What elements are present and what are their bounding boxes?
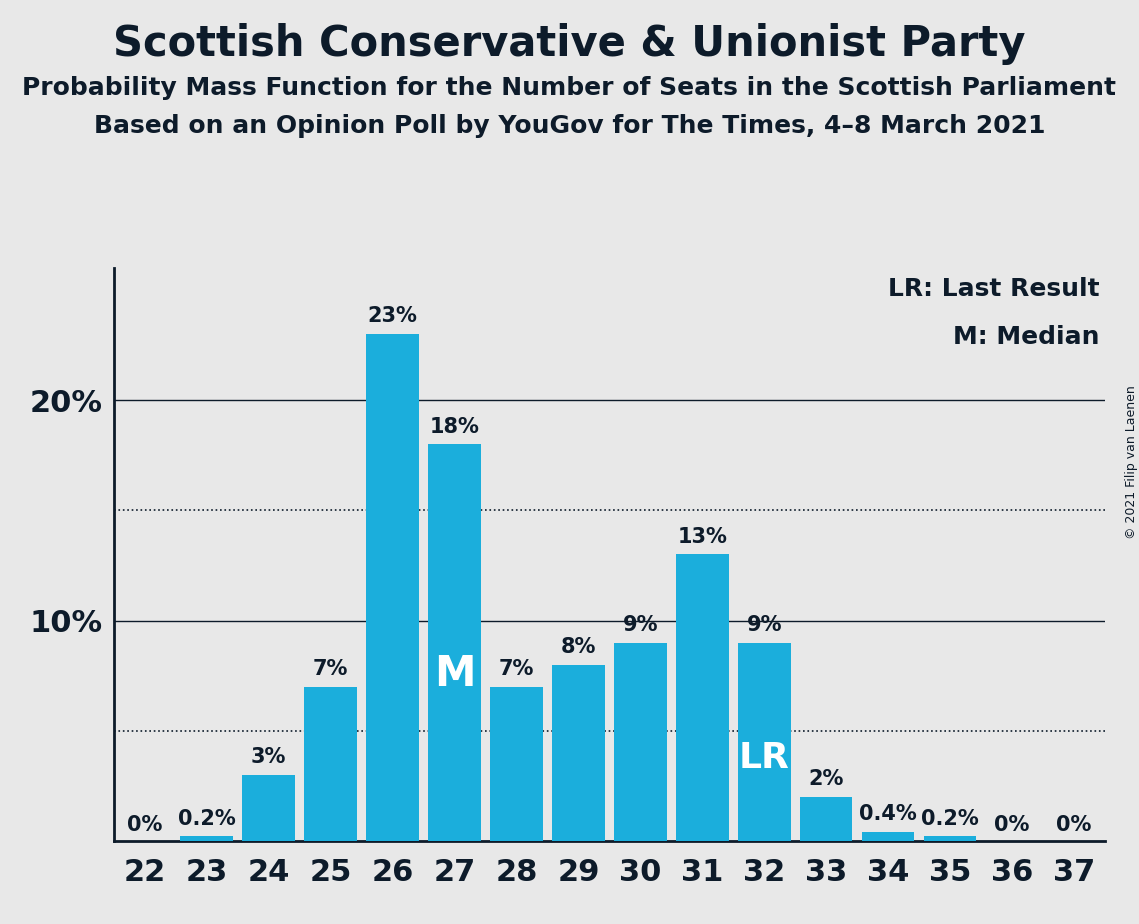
Text: 0.4%: 0.4% xyxy=(859,804,917,824)
Text: 3%: 3% xyxy=(251,747,286,767)
Text: Probability Mass Function for the Number of Seats in the Scottish Parliament: Probability Mass Function for the Number… xyxy=(23,76,1116,100)
Text: 8%: 8% xyxy=(560,637,596,657)
Bar xyxy=(243,774,295,841)
Text: © 2021 Filip van Laenen: © 2021 Filip van Laenen xyxy=(1124,385,1138,539)
Text: 13%: 13% xyxy=(678,527,727,547)
Bar xyxy=(180,836,233,841)
Bar xyxy=(738,642,790,841)
Text: 9%: 9% xyxy=(746,614,782,635)
Text: 0.2%: 0.2% xyxy=(921,808,978,829)
Text: M: Median: M: Median xyxy=(953,325,1100,349)
Text: M: M xyxy=(434,653,475,695)
Text: Scottish Conservative & Unionist Party: Scottish Conservative & Unionist Party xyxy=(113,23,1026,65)
Text: 9%: 9% xyxy=(623,614,658,635)
Text: 0%: 0% xyxy=(994,815,1030,835)
Text: 2%: 2% xyxy=(809,769,844,789)
Bar xyxy=(552,664,605,841)
Text: 0%: 0% xyxy=(128,815,163,835)
Bar xyxy=(675,554,729,841)
Bar xyxy=(862,832,915,841)
Text: 7%: 7% xyxy=(313,659,349,679)
Text: 0.2%: 0.2% xyxy=(178,808,236,829)
Text: 18%: 18% xyxy=(429,417,480,436)
Text: Based on an Opinion Poll by YouGov for The Times, 4–8 March 2021: Based on an Opinion Poll by YouGov for T… xyxy=(93,114,1046,138)
Bar xyxy=(924,836,976,841)
Text: 7%: 7% xyxy=(499,659,534,679)
Bar xyxy=(800,796,852,841)
Text: LR: Last Result: LR: Last Result xyxy=(888,276,1100,300)
Bar xyxy=(304,687,357,841)
Bar xyxy=(367,334,419,841)
Text: 23%: 23% xyxy=(368,307,418,326)
Bar xyxy=(614,642,666,841)
Text: LR: LR xyxy=(739,740,789,774)
Text: 0%: 0% xyxy=(1056,815,1091,835)
Bar xyxy=(428,444,481,841)
Bar xyxy=(490,687,543,841)
